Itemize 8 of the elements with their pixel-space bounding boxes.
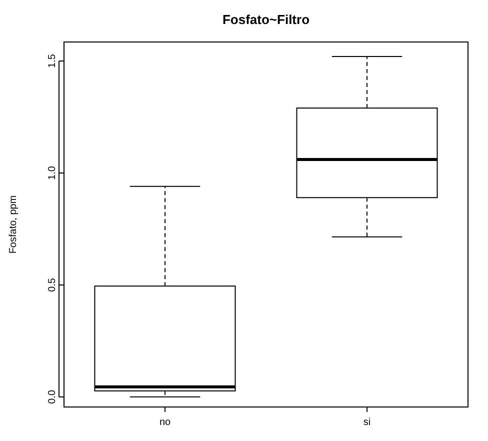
- y-tick-label: 1.5: [47, 54, 58, 68]
- y-tick-label: 1.0: [47, 166, 58, 180]
- chart-title: Fosfato~Filtro: [222, 12, 310, 27]
- y-tick-label: 0.5: [47, 278, 58, 292]
- y-axis-title: Fosfato, ppm: [8, 195, 19, 254]
- x-tick-label: no: [159, 417, 171, 428]
- y-tick-label: 0.0: [47, 390, 58, 404]
- x-tick-label: si: [363, 417, 371, 428]
